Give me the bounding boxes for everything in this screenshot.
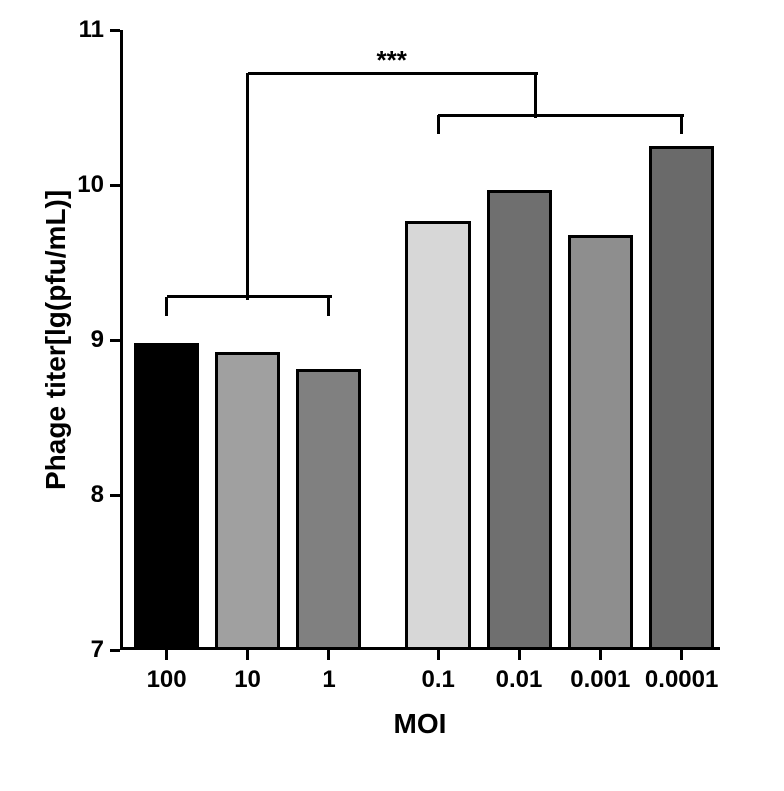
x-tick-label: 0.01	[496, 666, 543, 694]
x-tick	[165, 650, 168, 660]
significance-line	[327, 297, 330, 316]
bar	[134, 343, 199, 647]
y-axis	[120, 30, 123, 650]
bar	[405, 221, 470, 647]
significance-line	[437, 115, 440, 134]
y-tick-label: 11	[79, 16, 104, 44]
x-tick-label: 0.0001	[645, 666, 718, 694]
x-tick	[599, 650, 602, 660]
significance-label: ***	[377, 45, 407, 76]
x-axis-title: MOI	[394, 708, 447, 740]
bar	[487, 190, 552, 647]
bar	[215, 352, 280, 647]
y-tick	[110, 29, 120, 32]
bar	[568, 235, 633, 647]
x-tick	[437, 650, 440, 660]
y-tick-label: 8	[91, 481, 104, 509]
significance-line	[534, 73, 537, 118]
significance-line	[165, 297, 168, 316]
bar	[649, 146, 714, 647]
x-tick-label: 0.001	[570, 666, 630, 694]
y-tick-label: 7	[91, 636, 104, 664]
y-tick	[110, 494, 120, 497]
y-tick-label: 10	[77, 171, 104, 199]
significance-line	[167, 295, 332, 298]
significance-line	[680, 115, 683, 134]
y-axis-title: Phage titer[lg(pfu/mL)]	[40, 190, 72, 490]
significance-line	[438, 114, 684, 117]
plot-area	[120, 30, 720, 650]
y-tick	[110, 339, 120, 342]
x-tick	[680, 650, 683, 660]
y-tick-label: 9	[91, 326, 104, 354]
x-axis	[120, 647, 720, 650]
x-tick-label: 1	[322, 666, 335, 694]
x-tick	[327, 650, 330, 660]
x-tick-label: 100	[147, 666, 187, 694]
x-tick-label: 0.1	[422, 666, 455, 694]
y-tick	[110, 184, 120, 187]
x-tick-label: 10	[234, 666, 261, 694]
bar	[296, 369, 361, 647]
y-tick	[110, 649, 120, 652]
significance-line	[246, 73, 249, 299]
chart-container: 7 8 9 10 11 Phage titer[lg(pfu/mL)] 100 10 1 0.1 0…	[0, 0, 784, 791]
x-tick	[246, 650, 249, 660]
x-tick	[518, 650, 521, 660]
